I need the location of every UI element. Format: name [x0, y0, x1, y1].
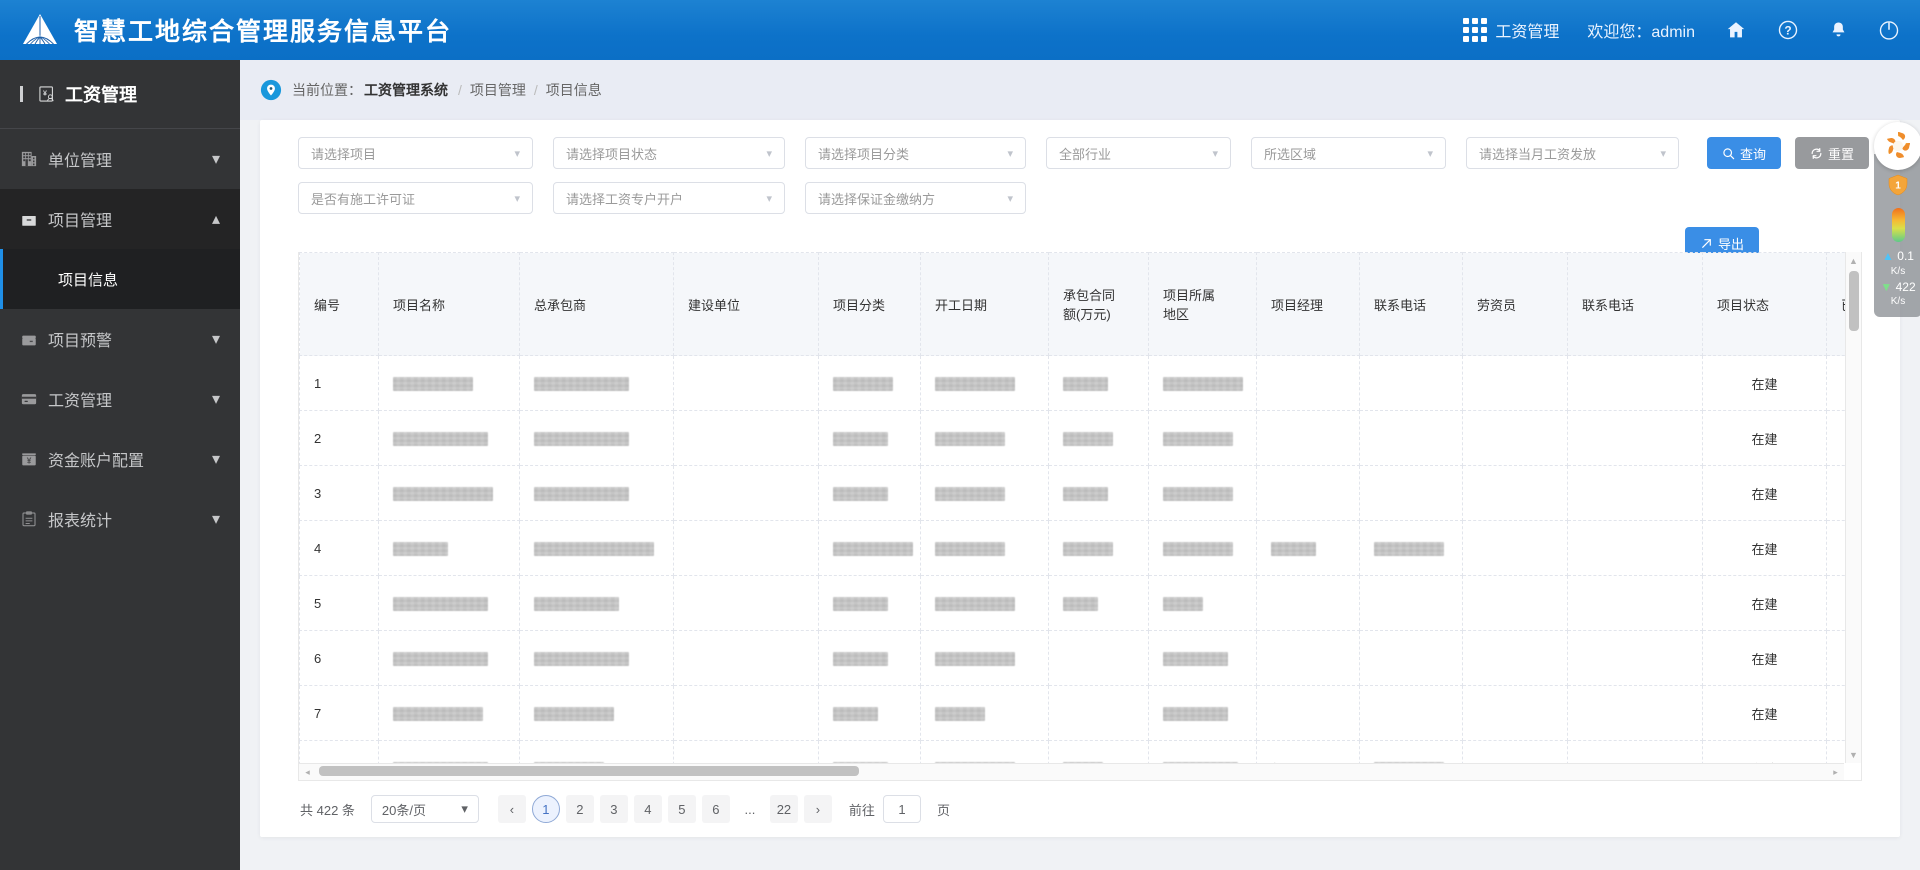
svg-text:1: 1	[1895, 181, 1901, 192]
svg-text:¥: ¥	[43, 90, 47, 98]
svg-text:¥: ¥	[27, 457, 32, 466]
svg-text:?: ?	[1784, 23, 1791, 37]
